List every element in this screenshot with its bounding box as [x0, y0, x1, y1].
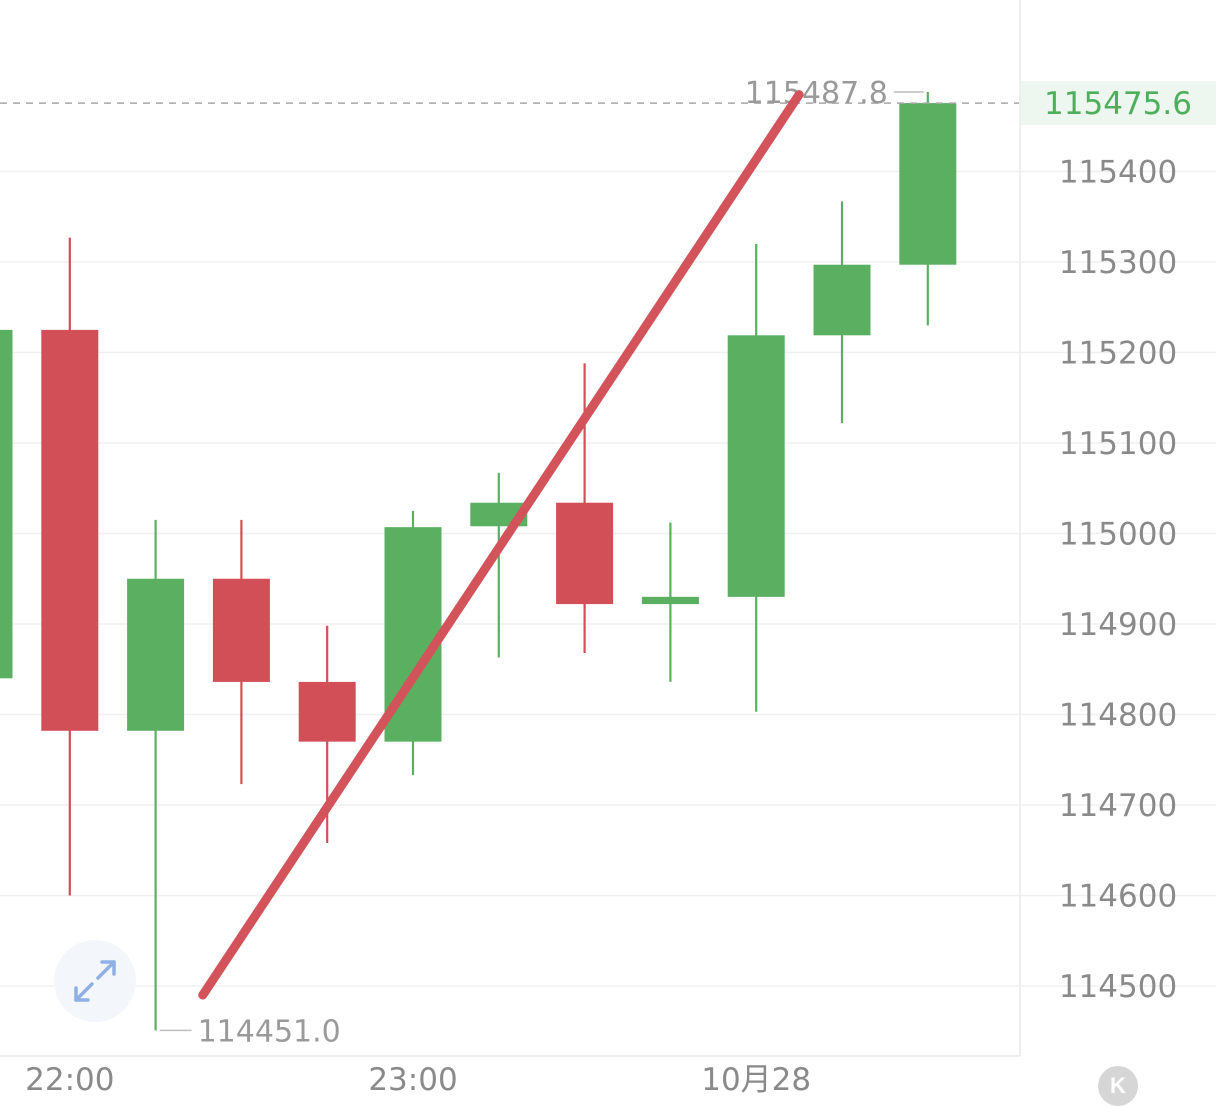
- candle: [0, 329, 13, 679]
- candle: [212, 519, 270, 785]
- y-tick-label: 115400: [1059, 155, 1177, 191]
- trendline[interactable]: [198, 90, 804, 1000]
- candle: [813, 201, 871, 424]
- candle-body-up: [813, 264, 871, 336]
- y-tick-label: 115300: [1059, 245, 1177, 281]
- candle: [470, 472, 528, 658]
- high-annotation: 115487.8: [745, 76, 888, 111]
- candle: [727, 243, 785, 712]
- x-axis-ticks: 22:00 23:00 10月28: [25, 1062, 811, 1098]
- candle-body-down: [556, 502, 614, 605]
- y-tick-label: 115100: [1059, 426, 1177, 462]
- x-tick-label: 23:00: [368, 1062, 457, 1098]
- k-badge[interactable]: K: [1098, 1066, 1138, 1106]
- candle: [127, 519, 185, 1031]
- candle-body-up: [899, 103, 957, 265]
- candle-body-down: [212, 578, 270, 682]
- candle: [641, 522, 699, 682]
- candle: [899, 92, 957, 326]
- candle-body-down: [298, 681, 356, 742]
- y-tick-label: 115200: [1059, 336, 1177, 372]
- expand-arrows-icon: [74, 960, 116, 1002]
- low-annotation: 114451.0: [198, 1014, 341, 1049]
- x-tick-label: 10月28: [701, 1062, 811, 1098]
- candle-body-up: [0, 329, 13, 679]
- candle-body-up: [641, 596, 699, 605]
- candle-body-up: [727, 335, 785, 597]
- expand-button[interactable]: [54, 940, 136, 1022]
- candles: [0, 92, 957, 1031]
- y-tick-label: 114700: [1059, 788, 1177, 824]
- y-tick-label: 114500: [1059, 969, 1177, 1005]
- y-tick-label: 114900: [1059, 607, 1177, 643]
- x-tick-label: 22:00: [25, 1062, 114, 1098]
- candle: [41, 237, 99, 896]
- last-price-label: 115475.6: [1044, 86, 1192, 122]
- y-tick-label: 115000: [1059, 517, 1177, 553]
- y-axis-ticks: 115400 115300 115200 115100 115000 114900 1148…: [1059, 155, 1177, 1006]
- candle-body-up: [127, 578, 185, 731]
- last-price-label-bg: [1020, 81, 1216, 126]
- y-tick-label: 114800: [1059, 698, 1177, 734]
- y-tick-label: 114600: [1059, 879, 1177, 915]
- candle-body-down: [41, 329, 99, 731]
- candle: [556, 363, 614, 653]
